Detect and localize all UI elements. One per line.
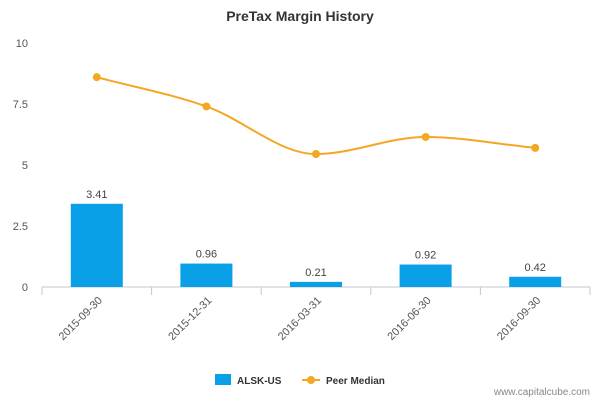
legend-label-peer: Peer Median: [326, 376, 385, 387]
legend: ALSK-US Peer Median: [215, 374, 385, 387]
bar-data-label: 0.21: [305, 267, 326, 279]
legend-label-alsk: ALSK-US: [237, 376, 282, 387]
peer-median-line: [96, 76, 536, 156]
bar: [70, 203, 123, 287]
bar-data-label: 0.42: [524, 262, 545, 274]
x-tick-label: 2015-12-31: [166, 295, 214, 343]
peer-median-point: [92, 73, 101, 82]
bar: [290, 281, 342, 287]
legend-swatch-alsk: [215, 374, 231, 385]
y-tick-label: 2.5: [13, 221, 28, 233]
x-tick-label: 2016-06-30: [385, 295, 433, 343]
y-tick-label: 5: [22, 160, 28, 172]
legend-marker-peer: [307, 376, 315, 384]
bar-data-label: 0.92: [415, 250, 436, 262]
bar-series: 3.41 0.96 0.21 0.92 0.42: [70, 189, 562, 287]
x-tick-label: 2016-09-30: [495, 295, 543, 343]
bar-data-label: 3.41: [86, 189, 107, 201]
peer-median-point: [531, 143, 540, 152]
x-tick-label: 2016-03-31: [276, 295, 324, 343]
y-tick-label: 7.5: [13, 99, 28, 111]
peer-median-point: [202, 102, 211, 111]
bar: [399, 264, 452, 287]
line-series: [92, 73, 540, 159]
x-tick-label: 2015-09-30: [57, 295, 105, 343]
watermark: www.capitalcube.com: [493, 387, 590, 398]
peer-median-point: [421, 132, 430, 141]
bar: [180, 263, 233, 287]
chart-title: PreTax Margin History: [226, 8, 374, 24]
peer-median-point: [312, 150, 320, 159]
y-tick-label: 0: [22, 282, 28, 294]
bar-data-label: 0.96: [196, 249, 217, 261]
y-tick-label: 10: [16, 38, 28, 50]
bar: [509, 276, 562, 287]
